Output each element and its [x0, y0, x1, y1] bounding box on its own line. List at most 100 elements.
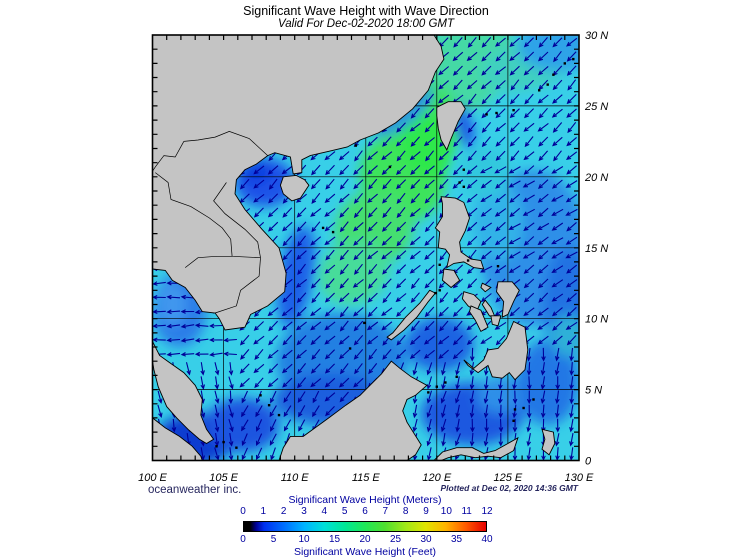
plotted-timestamp: Plotted at Dec 02, 2020 14:36 GMT — [440, 483, 578, 493]
legend-colorbar — [243, 521, 487, 532]
land-samar-leyte — [496, 281, 520, 318]
small-island — [496, 265, 500, 268]
small-island — [267, 404, 271, 407]
small-island — [538, 89, 541, 92]
lon-label: 110 E — [281, 472, 310, 484]
feet-tick: 5 — [270, 534, 277, 545]
small-island — [546, 83, 549, 86]
small-island — [277, 413, 281, 417]
meters-tick: 3 — [301, 506, 307, 517]
small-island — [572, 57, 575, 61]
small-island — [363, 321, 366, 325]
meters-tick: 6 — [362, 506, 368, 517]
valid-time-subtitle: Valid For Dec-02-2020 18:00 GMT — [278, 18, 454, 30]
legend-title-meters: Significant Wave Height (Meters) — [288, 494, 442, 506]
country-borders — [152, 131, 268, 314]
small-island — [434, 291, 437, 295]
feet-tick: 35 — [450, 534, 463, 545]
land-mindoro — [442, 268, 461, 289]
small-island — [512, 419, 515, 422]
meters-tick: 2 — [280, 506, 287, 517]
feet-tick: 30 — [420, 534, 432, 545]
land-palawan — [386, 289, 437, 341]
small-island — [438, 263, 441, 266]
land-malay-peninsula — [152, 341, 215, 445]
land-taiwan — [436, 101, 466, 151]
ocean-layer — [152, 35, 579, 461]
small-island — [462, 185, 465, 188]
meters-tick: 1 — [260, 506, 267, 517]
lon-label: 115 E — [352, 472, 381, 484]
meters-tick: 11 — [461, 506, 472, 517]
land-luzon — [434, 196, 485, 270]
small-island — [462, 168, 465, 171]
land-sumatra — [152, 417, 203, 461]
small-island — [466, 259, 470, 262]
land-bohol — [490, 315, 502, 327]
lat-label: 15 N — [585, 243, 608, 255]
small-island — [458, 181, 461, 184]
feet-tick: 15 — [328, 534, 341, 545]
meters-tick: 8 — [402, 506, 409, 517]
lon-label: 125 E — [494, 472, 523, 484]
lat-label: 25 N — [584, 101, 608, 113]
small-island — [235, 446, 238, 449]
degree-ticks — [152, 35, 579, 461]
feet-tick: 40 — [481, 534, 493, 545]
small-island — [427, 391, 430, 394]
small-island — [495, 111, 498, 115]
lon-label: 100 E — [138, 472, 167, 484]
lat-label: 10 N — [585, 314, 608, 326]
land-mindanao — [463, 320, 529, 381]
feet-tick: 25 — [389, 534, 402, 545]
feet-tick: 20 — [359, 534, 371, 545]
page-title: Significant Wave Height with Wave Direct… — [243, 4, 489, 18]
small-island — [348, 347, 352, 350]
legend-feet-ticks: 0 5 10 15 20 25 30 35 40 — [240, 534, 492, 545]
feet-tick: 0 — [240, 534, 246, 545]
small-island — [388, 165, 392, 169]
small-island — [522, 406, 525, 410]
small-island — [563, 62, 566, 65]
lon-label: 120 E — [422, 472, 451, 484]
small-island — [321, 226, 325, 230]
map-frame — [151, 34, 580, 462]
land-borneo — [278, 360, 428, 461]
small-island — [259, 394, 262, 397]
legend-meters-ticks: 0 1 2 3 4 5 6 7 8 9 10 11 12 — [240, 506, 492, 517]
land-halmahera — [541, 428, 556, 456]
small-island — [215, 445, 218, 448]
small-island — [331, 230, 335, 234]
small-island — [513, 408, 517, 411]
small-island — [438, 289, 441, 292]
land-sulawesi-arm — [433, 436, 519, 461]
small-island — [354, 144, 357, 147]
meters-tick: 9 — [423, 506, 429, 517]
small-island — [455, 375, 458, 378]
small-island — [552, 73, 555, 76]
meters-tick: 12 — [481, 506, 493, 517]
small-island — [485, 113, 488, 116]
land-negros — [469, 305, 489, 333]
land-hainan — [279, 174, 310, 202]
oceanweather-credit: oceanweather inc. — [148, 484, 242, 496]
meters-tick: 7 — [382, 506, 389, 517]
lon-label: 105 E — [209, 472, 238, 484]
lat-label: 5 N — [585, 385, 602, 397]
small-island — [222, 440, 225, 444]
small-island — [512, 109, 515, 112]
lat-label: 0 — [585, 456, 592, 468]
small-island — [435, 385, 438, 388]
legend-title-feet: Significant Wave Height (Feet) — [293, 546, 436, 558]
meters-tick: 10 — [440, 506, 452, 517]
lat-label: 20 N — [584, 172, 608, 184]
lat-label: 30 N — [585, 30, 608, 42]
meters-tick: 0 — [240, 506, 246, 517]
meters-tick: 5 — [341, 506, 348, 517]
meters-tick: 4 — [321, 506, 328, 517]
land-layer — [152, 35, 575, 461]
feet-tick: 10 — [298, 534, 310, 545]
small-island — [532, 398, 535, 401]
